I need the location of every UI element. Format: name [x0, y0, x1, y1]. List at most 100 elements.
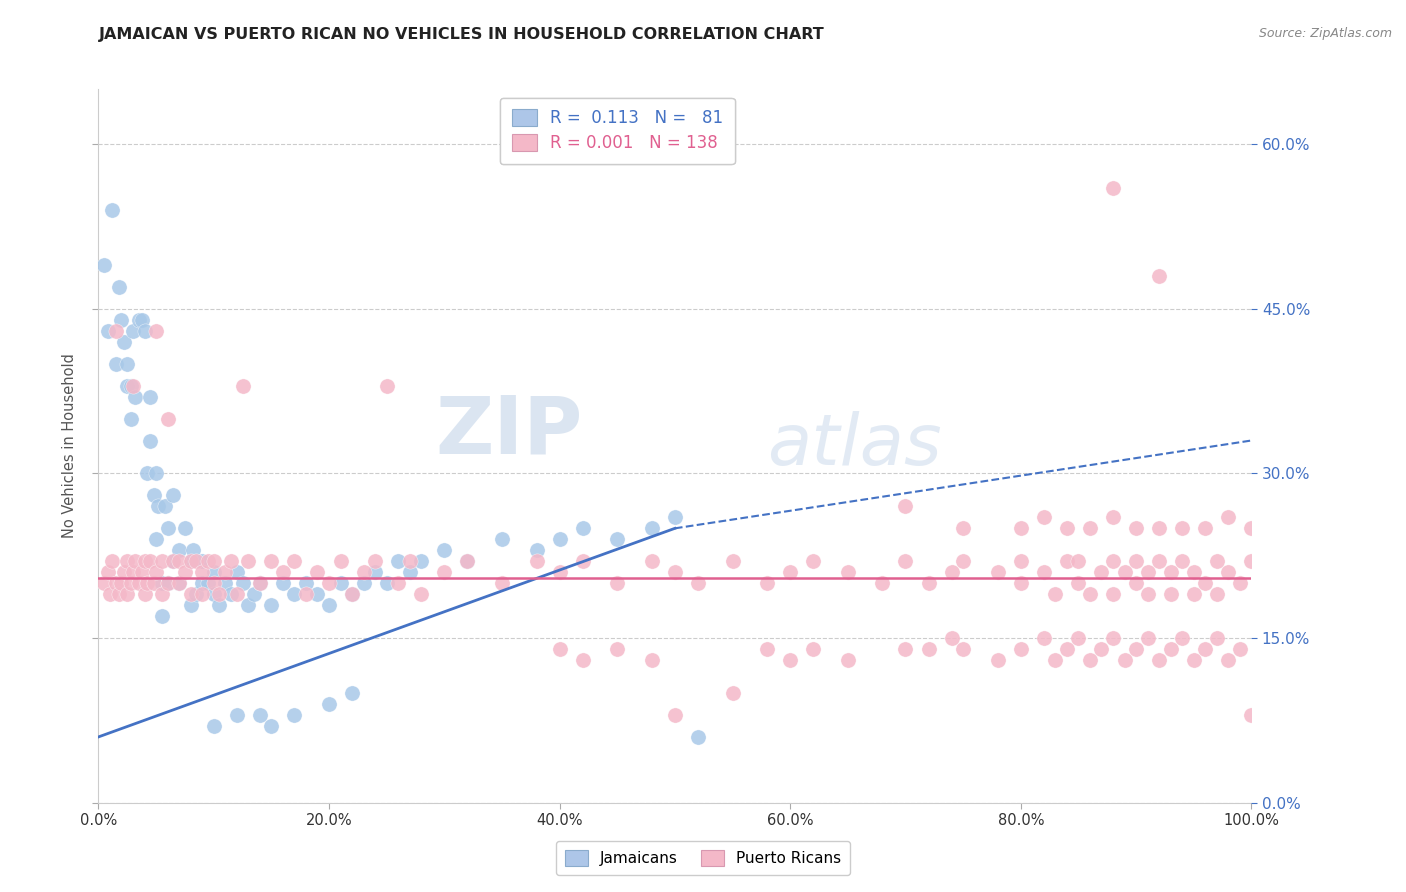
Point — [1067, 554, 1090, 568]
Point — [526, 554, 548, 568]
Point — [1240, 708, 1263, 723]
Point — [1090, 642, 1112, 657]
Point — [664, 708, 686, 723]
Point — [249, 576, 271, 591]
Point — [124, 554, 146, 568]
Point — [191, 554, 214, 568]
Point — [721, 554, 744, 568]
Point — [120, 576, 142, 591]
Point — [191, 566, 214, 580]
Point — [1136, 566, 1159, 580]
Point — [150, 587, 173, 601]
Point — [571, 554, 593, 568]
Point — [155, 500, 177, 514]
Point — [1240, 554, 1263, 568]
Point — [135, 467, 157, 481]
Point — [122, 566, 145, 580]
Point — [260, 598, 283, 612]
Point — [1045, 653, 1067, 667]
Point — [641, 521, 664, 535]
Point — [139, 554, 162, 568]
Point — [756, 642, 779, 657]
Point — [1218, 566, 1240, 580]
Point — [156, 576, 179, 591]
Point — [340, 587, 363, 601]
Point — [1147, 554, 1170, 568]
Point — [1125, 576, 1147, 591]
Point — [97, 566, 120, 580]
Point — [162, 488, 184, 502]
Point — [110, 312, 132, 326]
Point — [387, 576, 409, 591]
Point — [208, 598, 231, 612]
Point — [606, 533, 628, 547]
Point — [375, 576, 398, 591]
Point — [243, 587, 266, 601]
Point — [664, 566, 686, 580]
Point — [202, 554, 225, 568]
Point — [340, 587, 363, 601]
Point — [124, 390, 146, 404]
Point — [1090, 566, 1112, 580]
Point — [411, 587, 433, 601]
Point — [1045, 587, 1067, 601]
Point — [131, 566, 153, 580]
Point — [1229, 576, 1251, 591]
Point — [641, 653, 664, 667]
Point — [1194, 521, 1216, 535]
Point — [1194, 642, 1216, 657]
Point — [318, 697, 340, 711]
Point — [249, 708, 271, 723]
Point — [208, 587, 231, 601]
Point — [131, 312, 153, 326]
Point — [180, 587, 202, 601]
Point — [837, 566, 859, 580]
Point — [641, 554, 664, 568]
Point — [1125, 642, 1147, 657]
Point — [93, 258, 115, 272]
Point — [120, 378, 142, 392]
Point — [112, 334, 135, 349]
Point — [142, 488, 165, 502]
Point — [283, 587, 305, 601]
Point — [456, 554, 478, 568]
Point — [180, 554, 202, 568]
Point — [571, 653, 593, 667]
Point — [214, 566, 236, 580]
Point — [952, 642, 974, 657]
Point — [1171, 521, 1194, 535]
Point — [353, 576, 375, 591]
Point — [1182, 587, 1205, 601]
Point — [329, 554, 352, 568]
Point — [779, 566, 801, 580]
Point — [202, 576, 225, 591]
Point — [104, 576, 127, 591]
Point — [917, 642, 939, 657]
Point — [606, 576, 628, 591]
Point — [167, 576, 190, 591]
Point — [110, 576, 132, 591]
Point — [1056, 554, 1078, 568]
Point — [180, 554, 202, 568]
Point — [156, 411, 179, 425]
Point — [139, 434, 162, 448]
Point — [225, 708, 247, 723]
Point — [174, 521, 197, 535]
Point — [491, 533, 513, 547]
Point — [150, 609, 173, 624]
Point — [202, 566, 225, 580]
Point — [526, 543, 548, 558]
Point — [167, 543, 190, 558]
Point — [150, 554, 173, 568]
Point — [433, 566, 456, 580]
Point — [1229, 642, 1251, 657]
Point — [98, 587, 121, 601]
Point — [318, 576, 340, 591]
Point — [1205, 587, 1227, 601]
Point — [686, 576, 709, 591]
Point — [117, 357, 139, 371]
Legend: R =  0.113   N =   81, R = 0.001   N = 138: R = 0.113 N = 81, R = 0.001 N = 138 — [501, 97, 734, 164]
Point — [571, 521, 593, 535]
Point — [93, 576, 115, 591]
Point — [548, 533, 571, 547]
